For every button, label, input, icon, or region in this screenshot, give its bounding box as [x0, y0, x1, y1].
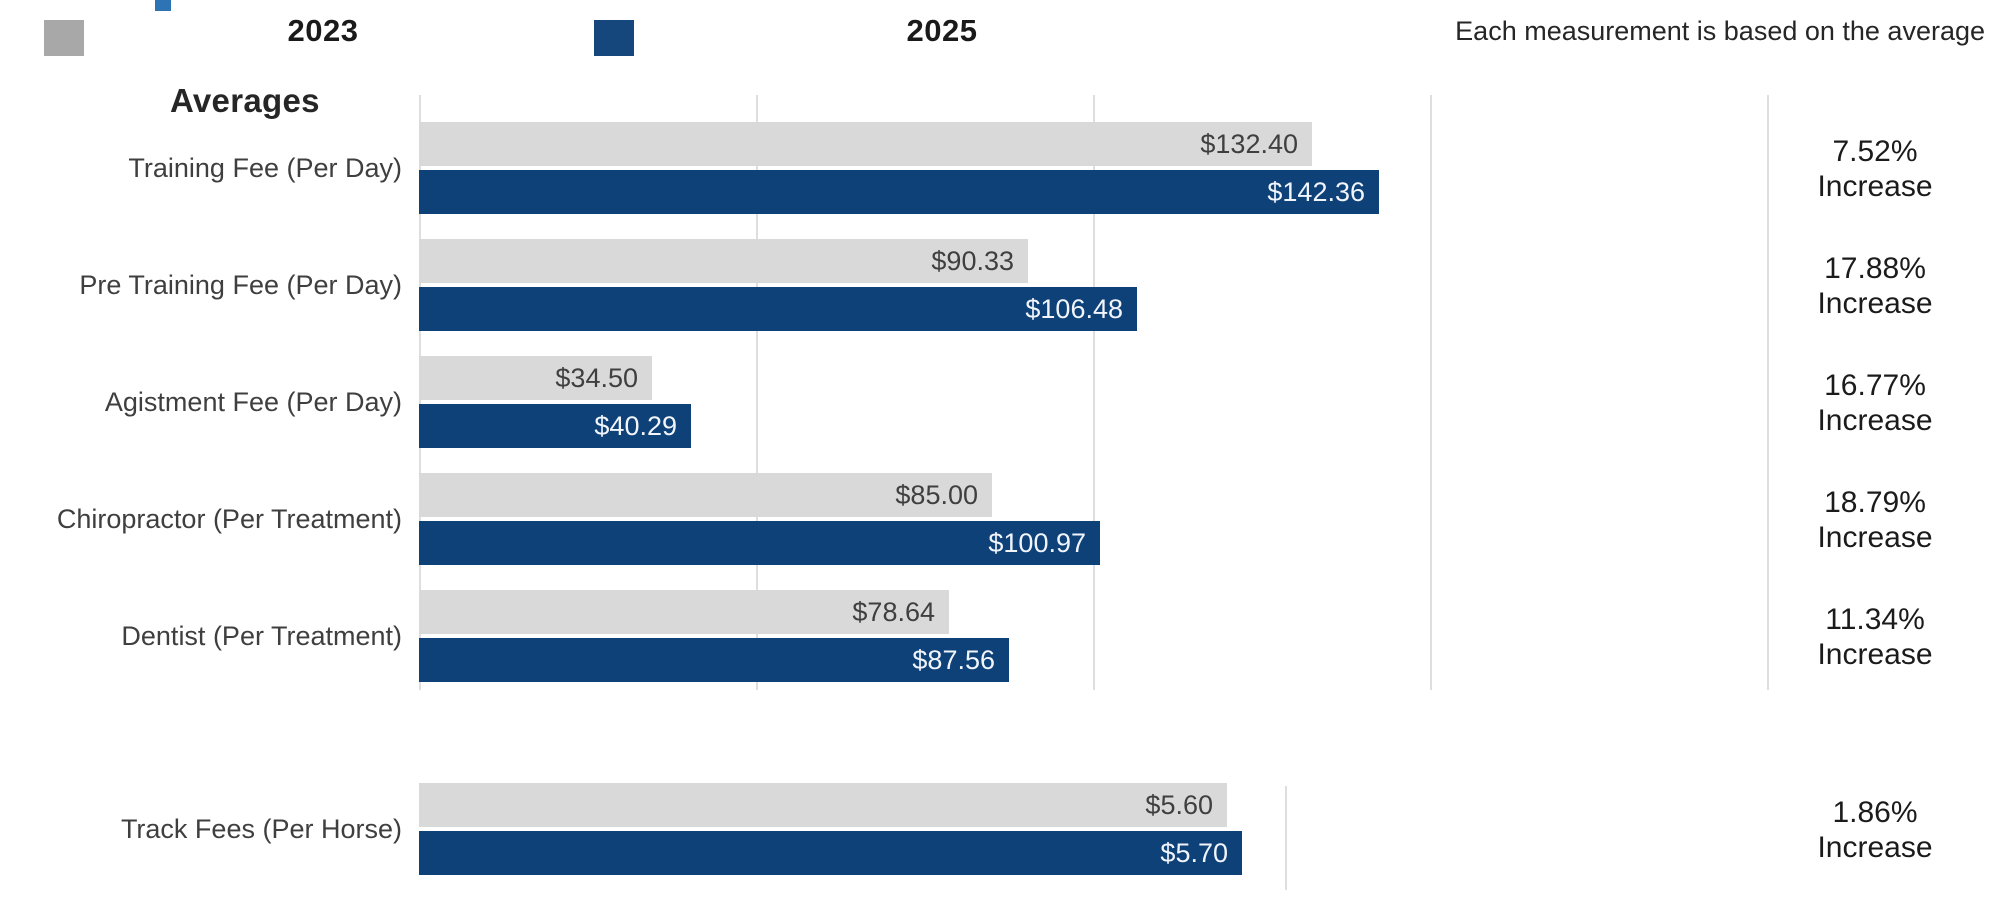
bar-2023: $132.40	[419, 122, 1312, 166]
bar-2025: $40.29	[419, 404, 691, 448]
bar-2023: $90.33	[419, 239, 1028, 283]
bar-value-label: $78.64	[852, 597, 935, 627]
percent-change: 1.86% Increase	[1770, 783, 1980, 876]
percent-change-word: Increase	[1817, 286, 1933, 320]
percent-change-word: Increase	[1817, 830, 1933, 864]
bar-value-label: $132.40	[1200, 129, 1298, 159]
bar-2025: $100.97	[419, 521, 1100, 565]
bar-value-label: $5.70	[1160, 838, 1228, 868]
category-label: Training Fee (Per Day)	[128, 153, 402, 183]
bar-value-label: $90.33	[931, 246, 1014, 276]
percent-change-value: 16.77%	[1824, 368, 1926, 402]
category-label: Track Fees (Per Horse)	[120, 814, 402, 844]
percent-change-value: 17.88%	[1824, 251, 1926, 285]
gridline	[1285, 786, 1287, 890]
bar-value-label: $87.56	[912, 645, 995, 675]
bar-2025: $87.56	[419, 638, 1009, 682]
bar-value-label: $142.36	[1267, 177, 1365, 207]
gridline	[756, 95, 758, 690]
percent-change-value: 1.86%	[1832, 795, 1918, 829]
percent-change-word: Increase	[1817, 520, 1933, 554]
percent-change-word: Increase	[1817, 403, 1933, 437]
percent-change-value: 18.79%	[1824, 485, 1926, 519]
chart-note: Each measurement is based on the average	[1455, 16, 1985, 46]
gridline	[1767, 95, 1769, 690]
percent-change-word: Increase	[1817, 637, 1933, 671]
bar-2025: $106.48	[419, 287, 1137, 331]
category-label: Agistment Fee (Per Day)	[104, 387, 402, 417]
bar-value-label: $106.48	[1025, 294, 1123, 324]
bar-value-label: $40.29	[594, 411, 677, 441]
legend-swatch-2023	[44, 20, 84, 56]
gridline	[1430, 95, 1432, 690]
bar-2023: $34.50	[419, 356, 652, 400]
percent-change: 17.88% Increase	[1770, 239, 1980, 332]
percent-change: 7.52% Increase	[1770, 122, 1980, 215]
bar-value-label: $34.50	[555, 363, 638, 393]
legend-label-2023: 2023	[287, 13, 359, 48]
gridline	[1093, 95, 1095, 690]
category-label: Chiropractor (Per Treatment)	[56, 504, 402, 534]
bar-value-label: $85.00	[895, 480, 978, 510]
bar-2025: $142.36	[419, 170, 1379, 214]
category-label: Pre Training Fee (Per Day)	[79, 270, 402, 300]
category-label: Dentist (Per Treatment)	[121, 621, 402, 651]
percent-change: 18.79% Increase	[1770, 473, 1980, 566]
bar-value-label: $5.60	[1145, 790, 1213, 820]
percent-change-word: Increase	[1817, 169, 1933, 203]
bar-2023: $5.60	[419, 783, 1227, 827]
bar-2023: $78.64	[419, 590, 949, 634]
percent-change-value: 11.34%	[1825, 602, 1925, 636]
bar-value-label: $100.97	[988, 528, 1086, 558]
percent-change: 11.34% Increase	[1770, 590, 1980, 683]
legend-swatch-2025	[594, 20, 634, 56]
section-title: Averages	[170, 82, 320, 119]
bar-2025: $5.70	[419, 831, 1242, 875]
bar-2023: $85.00	[419, 473, 992, 517]
logo-fragment	[155, 0, 171, 11]
percent-change-value: 7.52%	[1832, 134, 1918, 168]
legend-label-2025: 2025	[906, 13, 978, 48]
percent-change: 16.77% Increase	[1770, 356, 1980, 449]
